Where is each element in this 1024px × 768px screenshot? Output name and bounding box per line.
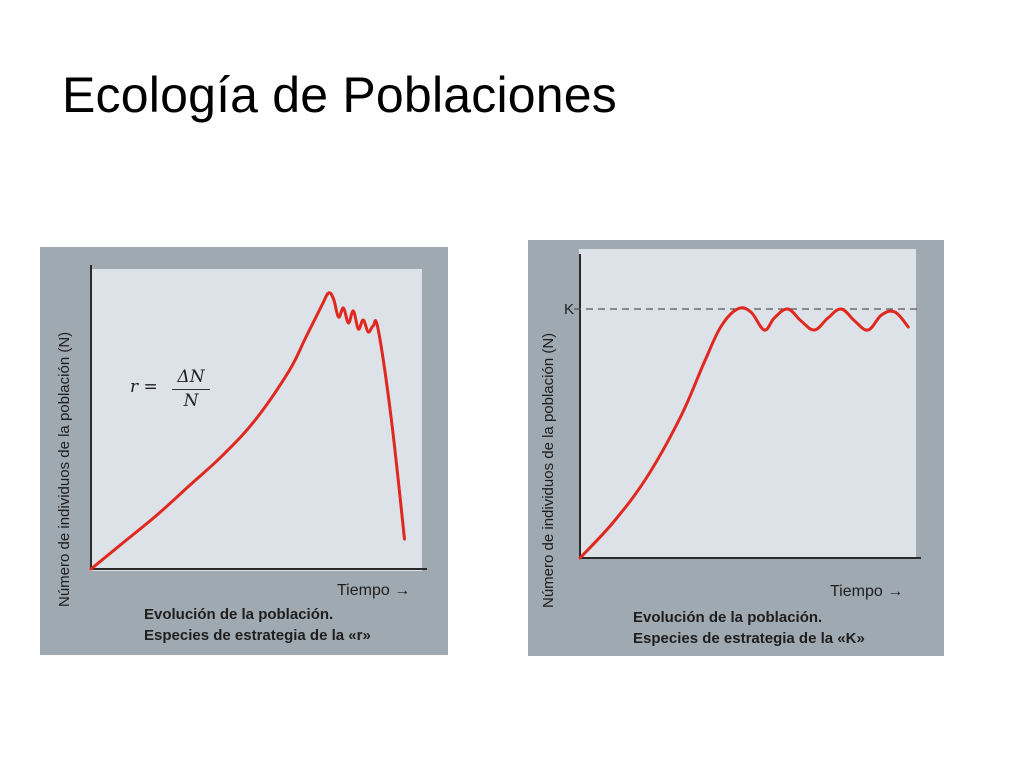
chart-r-strategy-panel: Número de individuos de la población (N)… bbox=[40, 247, 448, 655]
chart-r-caption-line-2: Especies de estrategia de la «r» bbox=[144, 627, 371, 644]
chart-k-caption-line-1: Evolución de la población. bbox=[633, 609, 823, 626]
chart-r-x-axis-label: Tiempo → bbox=[337, 582, 411, 599]
chart-k-x-axis-label: Tiempo → bbox=[830, 583, 904, 600]
chart-k-caption-line-2: Especies de estrategia de la «K» bbox=[633, 630, 865, 647]
chart-k-plot-area bbox=[579, 249, 916, 559]
formula-denominator: N bbox=[183, 391, 199, 411]
formula-fraction: ΔN N bbox=[172, 367, 210, 411]
chart-r-y-axis-label: Número de individuos de la población (N) bbox=[56, 331, 73, 607]
chart-k-y-axis-label: Número de individuos de la población (N) bbox=[540, 332, 557, 608]
chart-r-caption-line-1: Evolución de la población. bbox=[144, 606, 334, 623]
chart-r-caption: Evolución de la población. Especies de e… bbox=[144, 604, 371, 646]
formula-lhs: r = bbox=[130, 377, 158, 397]
formula-numerator: ΔN bbox=[172, 367, 210, 390]
slide-title: Ecología de Poblaciones bbox=[62, 67, 617, 123]
chart-r-series-line-0 bbox=[89, 291, 406, 571]
chart-k-svg: K bbox=[564, 254, 921, 560]
chart-k-series-line-0 bbox=[578, 306, 910, 560]
chart-k-strategy-panel: K Número de individuos de la población (… bbox=[528, 240, 944, 656]
chart-r-svg bbox=[89, 265, 427, 571]
chart-k-caption: Evolución de la población. Especies de e… bbox=[633, 607, 865, 649]
chart-k-k-reference-label: K bbox=[564, 301, 574, 318]
